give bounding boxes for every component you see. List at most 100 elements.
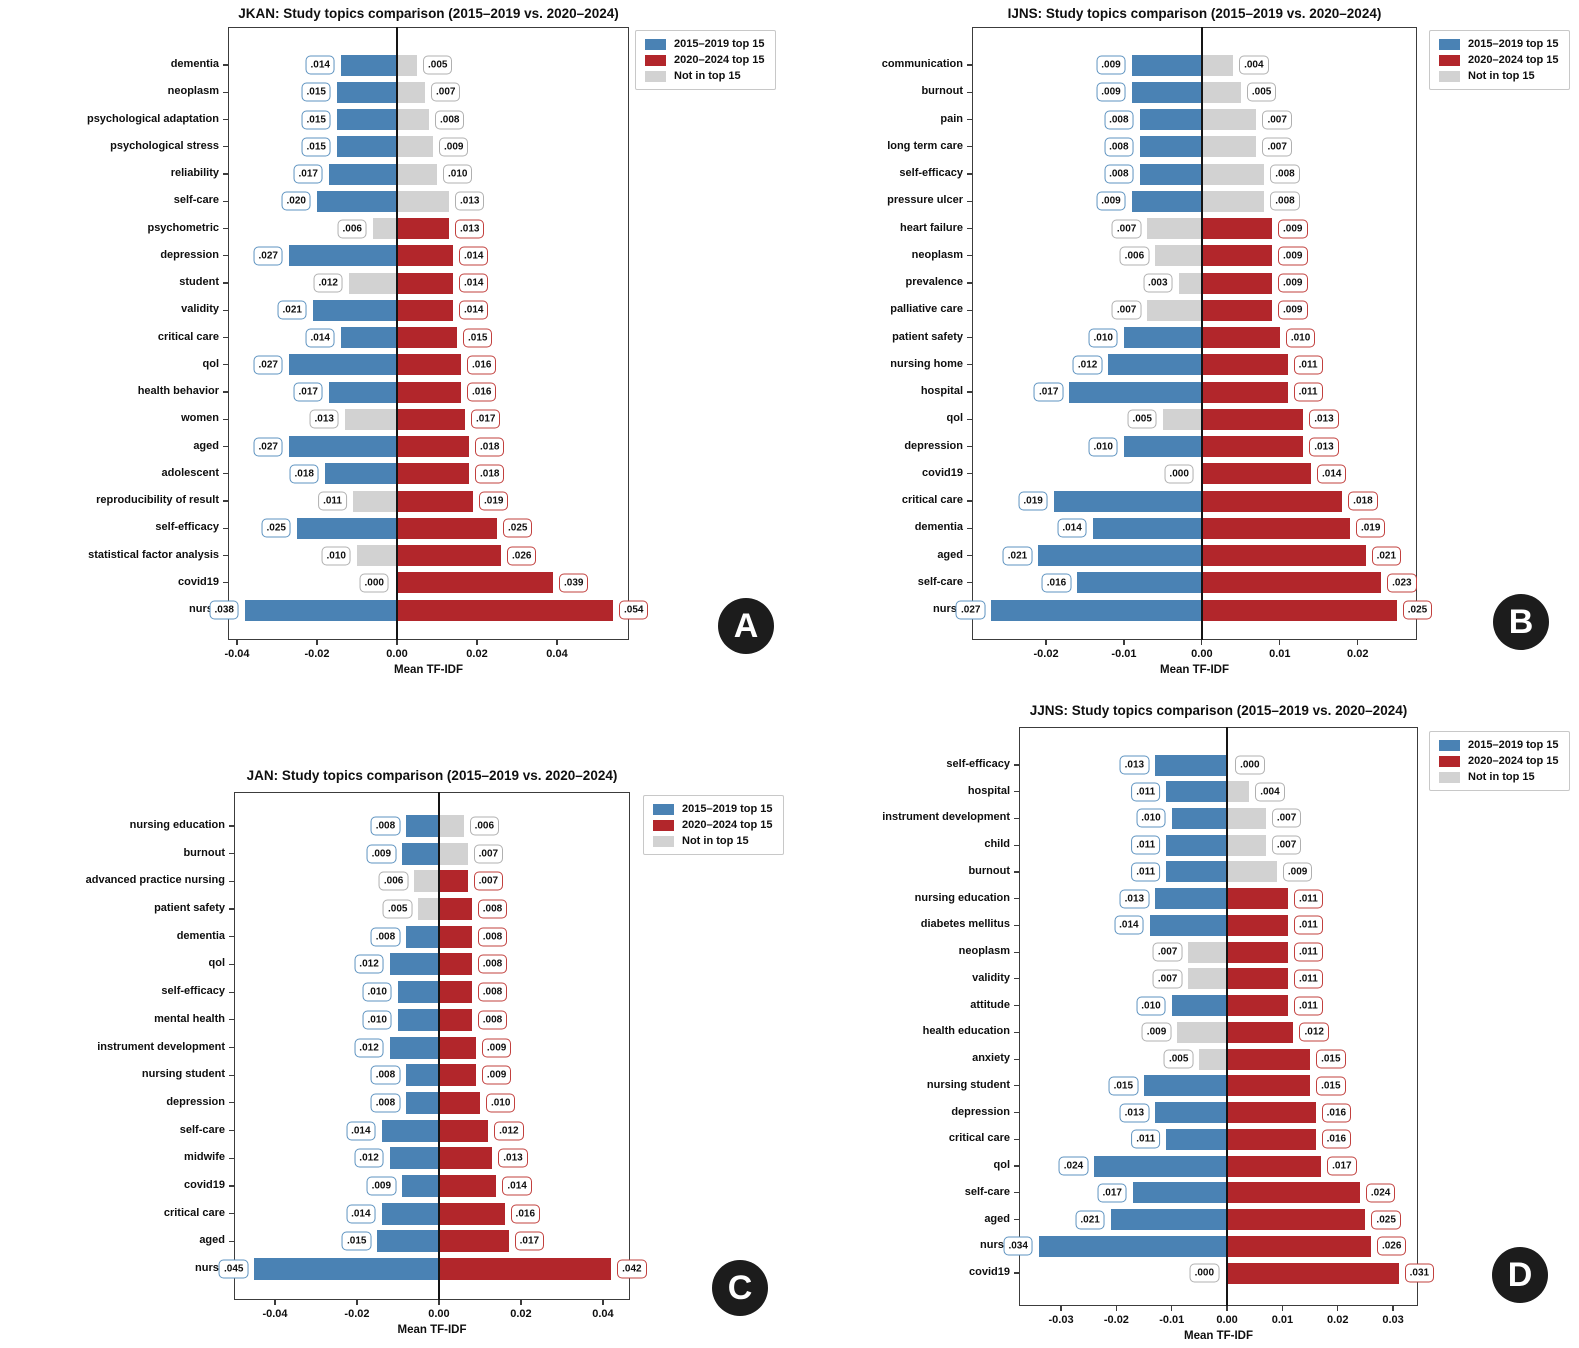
value-label-right: .007 (473, 871, 504, 891)
bar-2020-2024 (397, 54, 417, 76)
y-tick-mark (229, 825, 234, 827)
y-tick-mark (229, 880, 234, 882)
bar-2015-2019 (1139, 136, 1202, 158)
value-label-right: .018 (1348, 491, 1378, 511)
y-axis-label: attitude (970, 998, 1010, 1011)
x-tick-label: 0.04 (592, 1308, 614, 1320)
y-axis-label: self-efficacy (946, 758, 1010, 770)
bar-2020-2024 (397, 354, 461, 376)
y-axis-label: self-care (173, 194, 219, 207)
bar-2015-2019 (397, 1008, 439, 1031)
value-label-left: .005 (1127, 409, 1157, 429)
bar-2020-2024 (1227, 1048, 1311, 1070)
value-label-left: .012 (1072, 355, 1103, 375)
bar-2015-2019 (1178, 272, 1202, 294)
y-tick-mark (967, 64, 972, 66)
y-axis-label: student (179, 276, 219, 288)
bar-2015-2019 (1092, 517, 1202, 539)
bar-2020-2024 (1201, 218, 1273, 239)
legend-swatch-icon (1439, 70, 1460, 82)
y-tick-mark (223, 391, 228, 393)
bar-2020-2024 (397, 272, 453, 294)
y-axis-label: adolescent (161, 466, 219, 479)
y-tick-mark (223, 473, 228, 475)
value-label-left: .008 (1104, 110, 1134, 129)
value-label-left: .010 (362, 1010, 392, 1030)
bar-2020-2024 (438, 1119, 489, 1142)
bar-2015-2019 (1171, 995, 1228, 1017)
value-label-right: .009 (481, 1065, 512, 1085)
value-label-left: .017 (1033, 382, 1064, 402)
y-tick-mark (229, 1185, 234, 1187)
y-axis-label: covid19 (184, 1178, 225, 1191)
y-axis-label: nursing student (926, 1078, 1010, 1091)
legend-label: 2015–2019 top 15 (682, 803, 773, 815)
value-label-left: .017 (293, 164, 323, 184)
bar-2015-2019 (1162, 408, 1202, 430)
y-tick-mark (229, 1046, 234, 1049)
value-label-left: .005 (1163, 1049, 1194, 1069)
x-axis-title: Mean TF-IDF (394, 664, 463, 676)
value-label-left: .014 (305, 328, 335, 347)
bar-2015-2019 (1166, 1128, 1228, 1150)
value-label-left: .014 (1114, 915, 1144, 935)
panel-title: JKAN: Study topics comparison (2015–2019… (238, 6, 619, 21)
y-axis-label: psychological stress (110, 139, 219, 152)
legend-entry: 2015–2019 top 15 (645, 38, 765, 50)
bar-2020-2024 (438, 1202, 505, 1225)
y-tick-mark (223, 554, 228, 557)
bar-2020-2024 (1201, 381, 1288, 403)
x-tick-mark (274, 1300, 276, 1305)
bar-2015-2019 (991, 599, 1202, 621)
y-axis-label: qol (208, 957, 226, 970)
value-label-right: .014 (459, 300, 489, 320)
legend-entry: 2015–2019 top 15 (1439, 38, 1559, 50)
bar-2020-2024 (1201, 327, 1280, 348)
bar-2020-2024 (1227, 968, 1288, 990)
bar-2020-2024 (438, 1174, 497, 1197)
x-tick-mark (1392, 1306, 1394, 1311)
bar-2020-2024 (1227, 1128, 1316, 1150)
bar-2015-2019 (1147, 218, 1202, 239)
y-tick-mark (1014, 1005, 1019, 1007)
bar-2020-2024 (1227, 1262, 1399, 1284)
legend-label: 2020–2024 top 15 (674, 54, 765, 66)
zero-axis-line (1201, 27, 1203, 640)
x-tick-mark (356, 1300, 358, 1305)
value-label-right: .009 (481, 1038, 512, 1057)
value-label-left: .015 (301, 110, 331, 129)
y-tick-mark (223, 527, 228, 529)
x-tick-label: -0.02 (1033, 648, 1059, 660)
value-label-left: .014 (346, 1121, 376, 1141)
bar-2020-2024 (1227, 995, 1288, 1017)
bar-2015-2019 (418, 898, 439, 921)
value-label-right: .039 (559, 573, 589, 593)
bar-2015-2019 (1038, 545, 1202, 566)
y-axis-label: diabetes mellitus (920, 918, 1010, 931)
legend-entry: 2020–2024 top 15 (653, 819, 773, 831)
y-axis-label: prevalence (905, 276, 963, 288)
legend-label: 2020–2024 top 15 (682, 819, 773, 831)
bar-2020-2024 (1227, 941, 1288, 963)
value-label-right: .004 (1239, 55, 1269, 75)
bar-2020-2024 (397, 517, 497, 539)
y-axis-label: long term care (887, 139, 963, 152)
legend-entry: 2020–2024 top 15 (645, 54, 765, 66)
bar-2015-2019 (245, 599, 397, 621)
value-label-left: .009 (1096, 82, 1126, 102)
y-axis-label: depression (160, 248, 219, 261)
value-label-right: .026 (1376, 1236, 1407, 1256)
y-axis-label: depression (166, 1095, 225, 1108)
x-tick-mark (602, 1300, 604, 1305)
y-axis-label: self-care (964, 1185, 1010, 1198)
value-label-left: .019 (1018, 491, 1048, 511)
bar-2020-2024 (1201, 272, 1273, 294)
y-axis-label: health education (922, 1025, 1010, 1038)
bar-2015-2019 (289, 245, 397, 267)
value-label-left: .007 (1152, 942, 1183, 962)
value-label-left: .021 (1075, 1210, 1105, 1230)
y-axis-label: nurse (195, 1262, 225, 1274)
bar-2015-2019 (1155, 754, 1228, 776)
y-axis-label: burnout (968, 864, 1010, 877)
y-tick-mark (967, 527, 972, 529)
